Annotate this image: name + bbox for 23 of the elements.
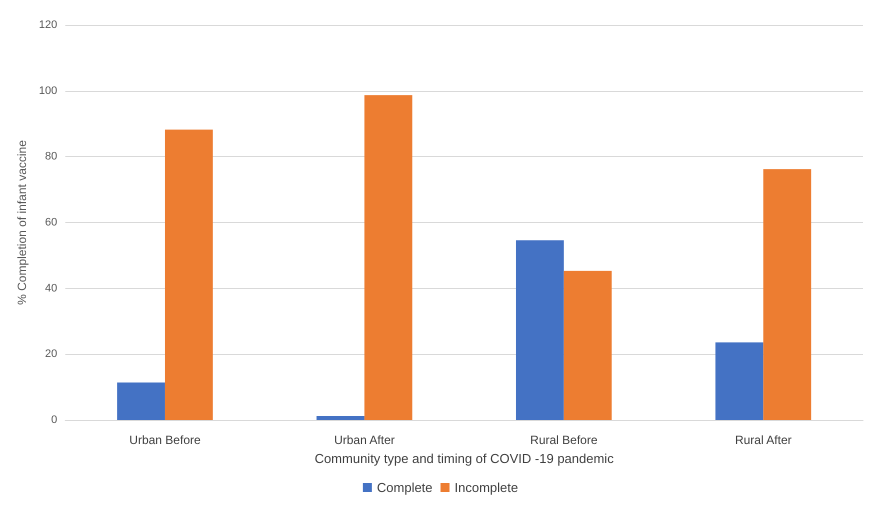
bar — [715, 342, 764, 420]
y-tick-label: 100 — [38, 84, 58, 97]
y-tick-label: 40 — [45, 282, 58, 294]
y-tick-label: 80 — [45, 150, 58, 163]
y-tick-label: 60 — [45, 216, 58, 228]
y-tick-label: 120 — [38, 19, 58, 31]
x-tick-label: Rural Before — [530, 433, 598, 447]
bar — [364, 95, 412, 420]
y-tick-label: 0 — [51, 414, 58, 426]
bar — [117, 382, 165, 420]
x-tick-label: Rural After — [734, 433, 792, 447]
bar — [316, 416, 364, 420]
bar — [564, 270, 612, 420]
x-tick-label: Urban After — [334, 433, 395, 447]
x-axis-title: Community type and timing of COVID -19 pandemic — [314, 451, 614, 466]
y-tick-label: 20 — [45, 348, 58, 360]
legend-label: Complete — [376, 480, 433, 495]
x-tick-label: Urban Before — [129, 433, 201, 447]
bar — [164, 130, 213, 420]
legend-label: Incomplete — [454, 480, 518, 495]
y-axis-title: % Completion of infant vaccine — [15, 140, 29, 305]
bar — [516, 240, 564, 420]
bar — [763, 169, 812, 420]
